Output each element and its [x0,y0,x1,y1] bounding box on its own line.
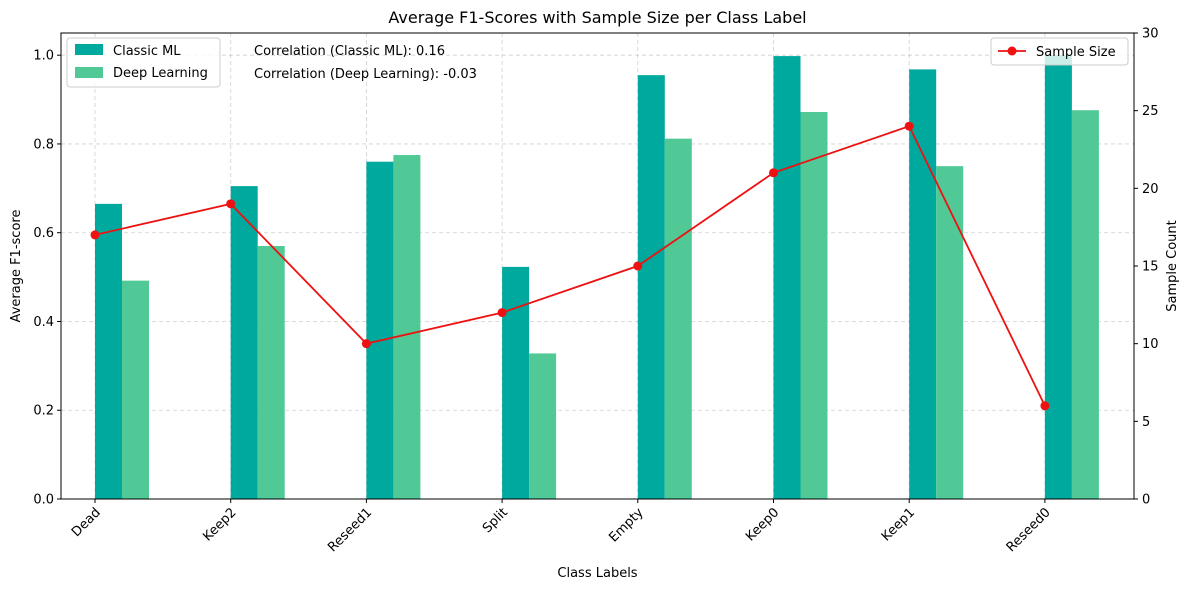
annotation-correlation-deep-learning: Correlation (Deep Learning): -0.03 [254,67,477,82]
point-sample-size [497,308,507,318]
x-tick-label: Split [480,505,511,536]
legend-marker-sample-size [1007,46,1017,56]
bar-deep-learning [800,111,828,499]
x-tick-label: Reseed0 [1004,505,1054,555]
legend-right-frame [990,37,1129,66]
bar-deep-learning [393,155,421,500]
legend-swatch-classic-ml [75,44,103,55]
x-axis-title: Class Labels [557,566,637,581]
point-sample-size [226,199,236,209]
y2-tick-label: 20 [1142,182,1159,197]
bar-deep-learning [664,138,692,500]
y-tick-label: 0.8 [33,137,54,152]
bar-classic-ml [773,56,801,499]
annotation-layer: Correlation (Classic ML): 0.16 Correlati… [254,44,477,82]
bar-deep-learning [1071,110,1099,500]
line-layer [90,121,1050,411]
point-sample-size [633,261,643,271]
y2-tick-label: 0 [1142,493,1150,508]
y-axis-title: Average F1-score [9,210,24,323]
bar-classic-ml [230,186,258,499]
legend-label-sample-size: Sample Size [1036,45,1116,60]
x-tick-label: Keep0 [743,505,782,544]
plot-frame [60,32,1135,500]
point-sample-size [769,168,778,178]
bar-classic-ml [502,266,530,499]
y2-tick-label: 25 [1142,104,1159,119]
legend-swatch-deep-learning [75,67,103,78]
annotation-correlation-classic-ml: Correlation (Classic ML): 0.16 [254,44,445,59]
y-tick-label: 1.0 [33,49,54,64]
bar-classic-ml [637,75,665,500]
y2-axis-title: Sample Count [1165,220,1180,311]
y-tick-label: 0.6 [33,226,54,241]
line-sample-size [94,125,1046,407]
bar-deep-learning [936,166,964,499]
legend-right: Sample Size [990,37,1129,66]
point-sample-size [1040,401,1050,411]
bar-deep-learning [257,246,285,499]
point-sample-size [90,230,100,240]
legend-label-classic-ml: Classic ML [113,44,181,59]
y-tick-label: 0.4 [33,315,54,330]
y2-tick-label: 15 [1142,260,1159,275]
legend-left: Classic ML Deep Learning [66,37,221,88]
y2-tick-label: 30 [1142,27,1159,42]
bar-deep-learning [529,353,557,499]
point-sample-size [904,121,914,131]
x-tick-label: Keep1 [879,505,918,544]
grid-layer [61,33,1134,500]
bar-deep-learning [122,280,149,499]
bar-classic-ml [366,161,394,499]
y2-tick-label: 5 [1142,415,1150,430]
bar-classic-ml [1044,55,1072,499]
x-tick-label: Reseed1 [325,505,375,555]
x-tick-label: Dead [69,505,104,540]
bar-layer [95,55,1099,500]
y2-tick-label: 10 [1142,337,1159,352]
x-tick-label: Empty [606,505,646,545]
y-tick-label: 0.2 [33,404,54,419]
bar-classic-ml [95,203,122,499]
legend-left-frame [66,37,221,88]
bar-classic-ml [909,69,937,499]
point-sample-size [361,339,371,349]
y-tick-label: 0.0 [33,493,54,508]
chart-title: Average F1-Scores with Sample Size per C… [388,8,806,27]
legend-label-deep-learning: Deep Learning [113,66,208,81]
x-tick-label: Keep2 [200,505,239,544]
